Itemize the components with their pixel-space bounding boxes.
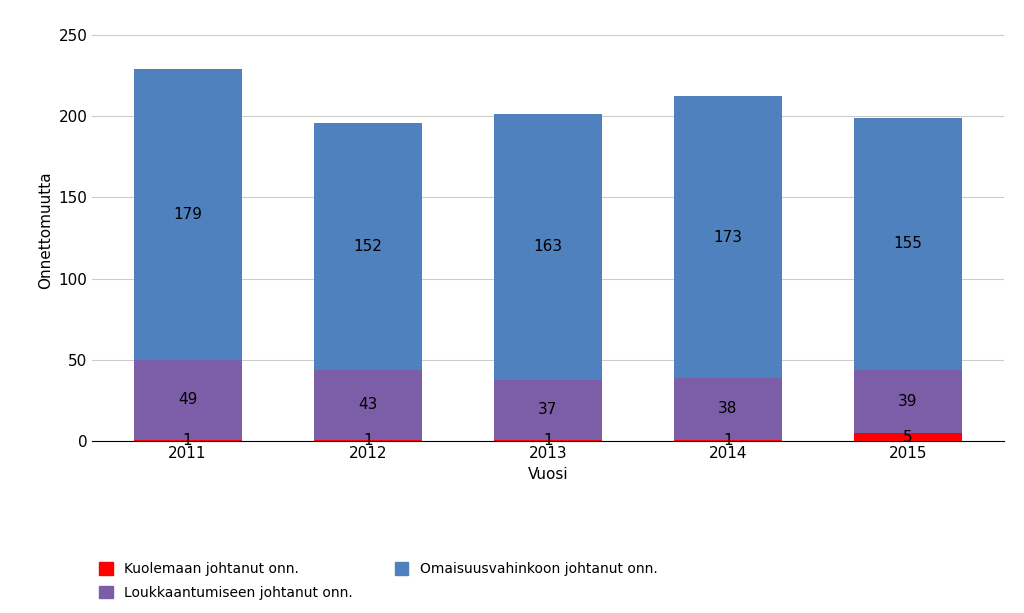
Text: 152: 152 bbox=[353, 238, 382, 254]
Text: 39: 39 bbox=[898, 394, 918, 409]
Bar bbox=[854, 433, 963, 441]
Bar bbox=[674, 378, 782, 440]
Bar bbox=[313, 123, 422, 370]
Bar bbox=[494, 440, 602, 441]
Text: 1: 1 bbox=[543, 433, 553, 448]
X-axis label: Vuosi: Vuosi bbox=[527, 466, 568, 482]
Text: 49: 49 bbox=[178, 392, 198, 408]
Text: 1: 1 bbox=[723, 433, 733, 448]
Text: 173: 173 bbox=[714, 230, 742, 245]
Bar bbox=[133, 360, 242, 440]
Text: 38: 38 bbox=[718, 402, 737, 416]
Text: 1: 1 bbox=[183, 433, 193, 448]
Text: 179: 179 bbox=[173, 207, 202, 222]
Bar bbox=[674, 96, 782, 378]
Bar bbox=[494, 379, 602, 440]
Bar bbox=[674, 440, 782, 441]
Text: 1: 1 bbox=[362, 433, 373, 448]
Text: 5: 5 bbox=[903, 430, 912, 445]
Legend: Kuolemaan johtanut onn., Loukkaantumiseen johtanut onn., Omaisuusvahinkoon johta: Kuolemaan johtanut onn., Loukkaantumisee… bbox=[99, 562, 657, 600]
Text: 163: 163 bbox=[534, 240, 562, 254]
Bar bbox=[494, 115, 602, 379]
Bar bbox=[313, 440, 422, 441]
Bar bbox=[854, 370, 963, 433]
Text: 43: 43 bbox=[358, 397, 378, 413]
Bar bbox=[854, 118, 963, 370]
Text: 155: 155 bbox=[894, 236, 923, 251]
Y-axis label: Onnettomuutta: Onnettomuutta bbox=[38, 171, 53, 289]
Text: 37: 37 bbox=[539, 402, 557, 417]
Bar bbox=[133, 440, 242, 441]
Bar bbox=[313, 370, 422, 440]
Bar bbox=[133, 69, 242, 360]
